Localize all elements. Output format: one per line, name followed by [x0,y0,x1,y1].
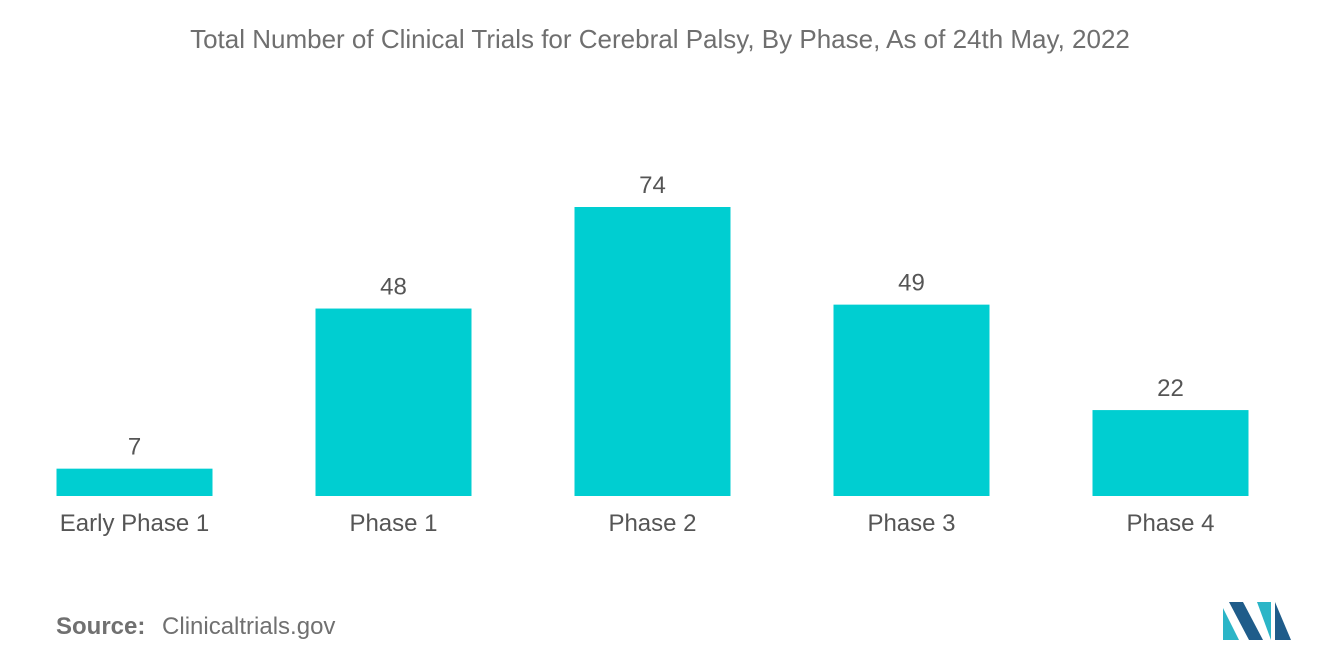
bar-phase-4 [1092,410,1249,496]
chart-title: Total Number of Clinical Trials for Cere… [190,24,1130,54]
data-label-phase-2: 74 [639,172,666,199]
source-note: Source: Clinicaltrials.gov [56,613,335,641]
mordor-intelligence-logo-icon [1223,602,1291,640]
category-label-phase-1: Phase 1 [349,510,437,537]
bar-chart: 7 Early Phase 1 48 Phase 1 74 Phase 2 49 Phase … [56,172,1249,537]
source-value: Clinicaltrials.gov [162,613,336,640]
data-label-phase-3: 49 [898,270,925,297]
data-label-phase-1: 48 [380,274,407,301]
bar-phase-2 [574,207,731,496]
bar-phase-1 [315,308,472,496]
data-label-early-phase-1: 7 [128,434,141,461]
category-label-phase-2: Phase 2 [608,510,696,537]
bar-phase-3 [833,304,990,496]
bar-early-phase-1 [56,468,213,496]
data-label-phase-4: 22 [1157,375,1184,402]
category-label-phase-3: Phase 3 [867,510,955,537]
source-label: Source: [56,613,146,640]
category-label-phase-4: Phase 4 [1126,510,1214,537]
category-label-early-phase-1: Early Phase 1 [60,510,209,537]
